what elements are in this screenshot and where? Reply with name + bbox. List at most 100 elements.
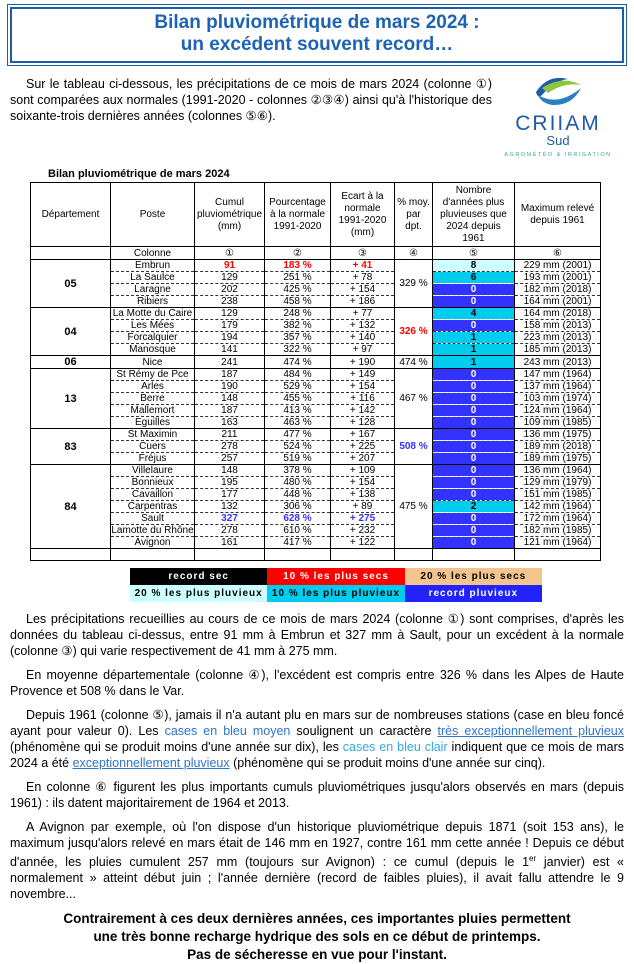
cumul-cell: 211 <box>194 428 265 441</box>
maximum-releve-cell: 229 mm (2001) <box>514 259 601 272</box>
table-row: Mallemort 187 413 % + 142 0 124 mm (1964) <box>31 404 601 417</box>
footer-line: une très bonne recharge hydrique des sol… <box>93 929 541 945</box>
inline-link[interactable]: très exceptionnellement pluvieux <box>437 724 624 738</box>
annees-plus-pluvieuses-cell: 0 <box>432 283 515 296</box>
ecart-cell: + 232 <box>330 524 395 537</box>
cumul-cell: 91 <box>194 259 265 272</box>
column-header: % moy. par dpt. <box>394 182 433 247</box>
annees-plus-pluvieuses-cell: 0 <box>432 404 515 417</box>
maximum-releve-cell: 109 mm (1985) <box>514 416 601 429</box>
ecart-cell: + 89 <box>330 500 395 513</box>
maximum-releve-cell: 129 mm (1979) <box>514 476 601 489</box>
pourcentage-cell: 183 % <box>264 259 331 272</box>
pourcentage-cell: 524 % <box>264 440 331 453</box>
pourcentage-cell: 463 % <box>264 416 331 429</box>
cumul-cell: 148 <box>194 392 265 405</box>
body-paragraph: Depuis 1961 (colonne ⑤), jamais il n'a a… <box>10 708 625 770</box>
annees-plus-pluvieuses-cell: 0 <box>432 380 515 393</box>
ecart-cell: + 138 <box>330 488 395 501</box>
dept-cell: 06 <box>30 355 111 369</box>
poste-cell: Sault <box>110 512 195 525</box>
cumul-cell: 141 <box>194 343 265 356</box>
maximum-releve-cell: 189 mm (1975) <box>514 452 601 465</box>
pct-moyen-dept-cell: 508 % <box>394 428 433 465</box>
pct-moyen-dept-cell: 326 % <box>394 307 433 356</box>
maximum-releve-cell: 147 mm (1964) <box>514 368 601 381</box>
poste-cell: Manosque <box>110 343 195 356</box>
ecart-cell: + 154 <box>330 283 395 296</box>
annees-plus-pluvieuses-cell: 0 <box>432 392 515 405</box>
table-title: Bilan pluviométrique de mars 2024 <box>48 168 230 180</box>
table-row: 04 La Motte du Caire 129 248 % + 77 326 % 4 164… <box>30 307 601 356</box>
legend-item: record sec <box>130 568 268 585</box>
column-header: Nombre d'années plus pluvieuses que 2024… <box>432 182 515 247</box>
ecart-cell: + 149 <box>330 368 395 381</box>
cumul-cell: 132 <box>194 500 265 513</box>
cumul-cell: 190 <box>194 380 265 393</box>
colonne-number: ② <box>264 246 331 260</box>
footer-line: Pas de sécheresse en vue pour l'instant. <box>187 947 447 963</box>
pourcentage-cell: 448 % <box>264 488 331 501</box>
annees-plus-pluvieuses-cell: 0 <box>432 416 515 429</box>
ecart-cell: + 132 <box>330 319 395 332</box>
body-paragraph: Les précipitations recueillies au cours … <box>10 612 624 658</box>
cumul-cell: 202 <box>194 283 265 296</box>
table-row: 05 Embrun 91 183 % + 41 329 % 8 229 mm (2001) <box>30 259 601 308</box>
table-row: Carpentras 132 306 % + 89 2 142 mm (1964) <box>31 500 601 513</box>
table-row: Manosque 141 322 % + 97 1 185 mm (2013) <box>31 343 601 356</box>
poste-cell: Bonnieux <box>110 476 195 489</box>
pct-moyen-dept-cell: 474 % <box>394 355 433 369</box>
colonne-number: ③ <box>330 246 395 260</box>
poste-cell: Lamotte du Rhône <box>110 524 195 537</box>
annees-plus-pluvieuses-cell: 0 <box>432 368 515 381</box>
inline-link[interactable]: exceptionnellement pluvieux <box>72 756 230 770</box>
cumul-cell: 163 <box>194 416 265 429</box>
pourcentage-cell: 480 % <box>264 476 331 489</box>
colonne-number: ① <box>194 246 265 260</box>
maximum-releve-cell: 158 mm (2013) <box>514 319 601 332</box>
poste-cell: Cavaillon <box>110 488 195 501</box>
pourcentage-cell: 455 % <box>264 392 331 405</box>
ecart-cell: + 207 <box>330 452 395 465</box>
column-header: Cumul pluviométrique (mm) <box>194 182 265 247</box>
legend-item: 10 % les plus secs <box>267 568 405 585</box>
maximum-releve-cell: 243 mm (2013) <box>514 355 601 369</box>
poste-cell: St Maximin <box>110 428 195 441</box>
footer-conclusion: Contrairement à ces deux dernières année… <box>0 910 634 964</box>
annees-plus-pluvieuses-cell: 0 <box>432 319 515 332</box>
poste-cell: Nice <box>110 355 195 369</box>
maximum-releve-cell: 172 mm (1964) <box>514 512 601 525</box>
ecart-cell: + 275 <box>330 512 395 525</box>
maximum-releve-cell: 182 mm (2018) <box>514 283 601 296</box>
document-title-box: Bilan pluviométrique de mars 2024 : un e… <box>7 4 627 66</box>
legend-item: 20 % les plus secs <box>404 568 542 585</box>
ecart-cell: + 186 <box>330 295 395 308</box>
poste-cell: Ribiers <box>110 295 195 308</box>
table-row: Lamotte du Rhône 278 610 % + 232 0 182 mm (19… <box>31 524 601 537</box>
maximum-releve-cell: 223 mm (2013) <box>514 331 601 344</box>
poste-cell: La Saulce <box>110 271 195 284</box>
table-row: 84 Villelaure 148 378 % + 109 475 % 0 136 mm (1… <box>30 464 601 549</box>
maximum-releve-cell: 121 mm (1964) <box>514 536 601 549</box>
intro-section: Sur le tableau ci-dessous, les précipita… <box>10 76 624 158</box>
table-row: Arles 190 529 % + 154 0 137 mm (1964) <box>31 380 601 393</box>
cumul-cell: 238 <box>194 295 265 308</box>
table-row: Eguilles 163 463 % + 128 0 109 mm (1985) <box>31 416 601 429</box>
poste-cell: Laragne <box>110 283 195 296</box>
annees-plus-pluvieuses-cell: 8 <box>432 259 515 272</box>
table-row: Fréjus 257 519 % + 207 0 189 mm (1975) <box>31 452 601 465</box>
annees-plus-pluvieuses-cell: 0 <box>432 488 515 501</box>
body-paragraphs: Les précipitations recueillies au cours … <box>10 611 624 902</box>
annees-plus-pluvieuses-cell: 1 <box>432 331 515 344</box>
table-row: Les Mées 179 382 % + 132 0 158 mm (2013) <box>31 319 601 332</box>
pourcentage-cell: 458 % <box>264 295 331 308</box>
logo-subtitle: Sud <box>546 133 570 148</box>
rainfall-table-colonne-row: Colonne ① ② ③ ④ ⑤ ⑥ <box>30 246 601 260</box>
colonne-number: ④ <box>394 246 433 260</box>
cumul-cell: 194 <box>194 331 265 344</box>
rainfall-table-header: Département Poste Cumul pluviométrique (mm… <box>30 182 601 247</box>
dept-cell: 04 <box>30 307 111 356</box>
pourcentage-cell: 519 % <box>264 452 331 465</box>
cumul-cell: 241 <box>194 355 265 369</box>
ecart-cell: + 154 <box>330 476 395 489</box>
